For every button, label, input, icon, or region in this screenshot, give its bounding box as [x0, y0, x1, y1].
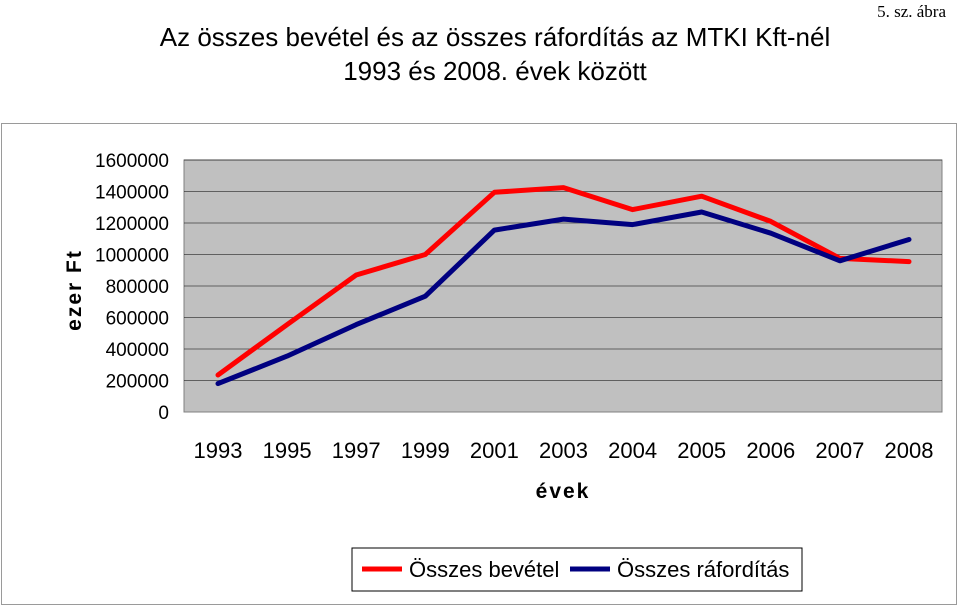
x-tick-label: 2008: [885, 438, 934, 463]
y-tick-label: 1400000: [95, 183, 169, 204]
chart-area: [1, 123, 957, 605]
x-tick-label: 2006: [746, 438, 795, 463]
y-axis-title: ezer Ft: [63, 249, 86, 331]
y-tick-label: 1600000: [95, 151, 169, 172]
figure-label: 5. sz. ábra: [877, 2, 946, 21]
y-tick-label: 1200000: [95, 214, 169, 235]
chart-title-line-2: 1993 és 2008. évek között: [343, 56, 647, 86]
x-tick-label: 2001: [470, 438, 519, 463]
y-tick-label: 600000: [106, 309, 169, 330]
legend: Összes bevétel Összes ráfordítás: [351, 547, 803, 592]
x-tick-label: 2003: [539, 438, 588, 463]
legend-label: Összes bevétel: [409, 557, 559, 582]
legend-label: Összes ráfordítás: [617, 557, 789, 582]
x-tick-label: 2004: [608, 438, 657, 463]
x-tick-label: 1997: [332, 438, 381, 463]
y-tick-label: 400000: [106, 340, 169, 361]
y-tick-label: 200000: [106, 372, 169, 393]
y-tick-label: 800000: [106, 277, 169, 298]
x-axis-title: évek: [536, 480, 591, 503]
chart-title: Az összes bevétel és az összes ráfordítá…: [0, 20, 960, 88]
x-tick-label: 2007: [815, 438, 864, 463]
x-tick-label: 1993: [194, 438, 243, 463]
x-tick-label: 1995: [263, 438, 312, 463]
y-tick-label: 0: [158, 403, 169, 424]
x-tick-label: 2005: [677, 438, 726, 463]
x-tick-label: 1999: [401, 438, 450, 463]
chart-title-line-1: Az összes bevétel és az összes ráfordítá…: [159, 22, 831, 52]
y-tick-label: 1000000: [95, 246, 169, 267]
